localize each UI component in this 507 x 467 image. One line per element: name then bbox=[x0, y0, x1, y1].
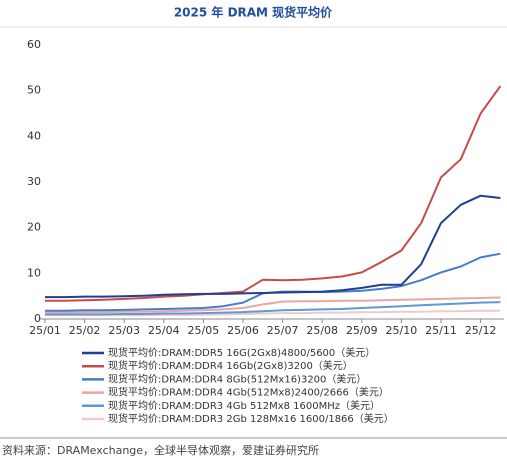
series-line bbox=[45, 309, 501, 317]
series-line bbox=[45, 194, 501, 299]
source-note: 资料来源：DRAMexchange，全球半导体观察，爱建证券研究所 bbox=[2, 443, 319, 457]
y-tick-label: 50 bbox=[27, 84, 41, 97]
y-tick-label: 20 bbox=[27, 221, 41, 234]
x-tick-label: 25/03 bbox=[108, 324, 140, 337]
y-tick-label: 60 bbox=[27, 38, 41, 51]
x-tick-label: 25/11 bbox=[425, 324, 457, 337]
x-tick-label: 25/08 bbox=[306, 324, 338, 337]
legend-label: 现货平均价:DRAM:DDR4 16Gb(2Gx8)3200（美元） bbox=[108, 359, 353, 372]
y-tick-label: 30 bbox=[27, 175, 41, 188]
series-line bbox=[45, 85, 502, 302]
x-tick-label: 25/10 bbox=[386, 324, 418, 337]
legend-label: 现货平均价:DRAM:DDR3 4Gb 512Mx8 1600MHz（美元） bbox=[108, 399, 380, 412]
x-tick-label: 25/01 bbox=[29, 324, 61, 337]
legend-label: 现货平均价:DRAM:DDR3 2Gb 128Mx16 1600/1866（美元… bbox=[108, 412, 394, 425]
series-line bbox=[45, 301, 501, 316]
x-tick-label: 25/04 bbox=[148, 324, 180, 337]
legend-label: 现货平均价:DRAM:DDR4 4Gb(512Mx8)2400/2666（美元） bbox=[108, 386, 389, 399]
y-tick-label: 0 bbox=[34, 312, 41, 325]
y-tick-label: 10 bbox=[27, 266, 41, 279]
x-tick-label: 25/09 bbox=[346, 324, 378, 337]
x-tick-label: 25/05 bbox=[188, 324, 220, 337]
x-tick-label: 25/06 bbox=[227, 324, 259, 337]
chart-title: 2025 年 DRAM 现货平均价 bbox=[174, 5, 333, 20]
x-tick-label: 25/02 bbox=[69, 324, 101, 337]
x-tick-label: 25/07 bbox=[267, 324, 299, 337]
x-tick-label: 25/12 bbox=[465, 324, 497, 337]
y-tick-label: 40 bbox=[27, 129, 41, 142]
series-line bbox=[45, 296, 501, 314]
legend-label: 现货平均价:DRAM:DDR5 16G(2Gx8)4800/5600（美元） bbox=[108, 346, 375, 359]
legend-label: 现货平均价:DRAM:DDR4 8Gb(512Mx16)3200（美元） bbox=[108, 372, 366, 385]
